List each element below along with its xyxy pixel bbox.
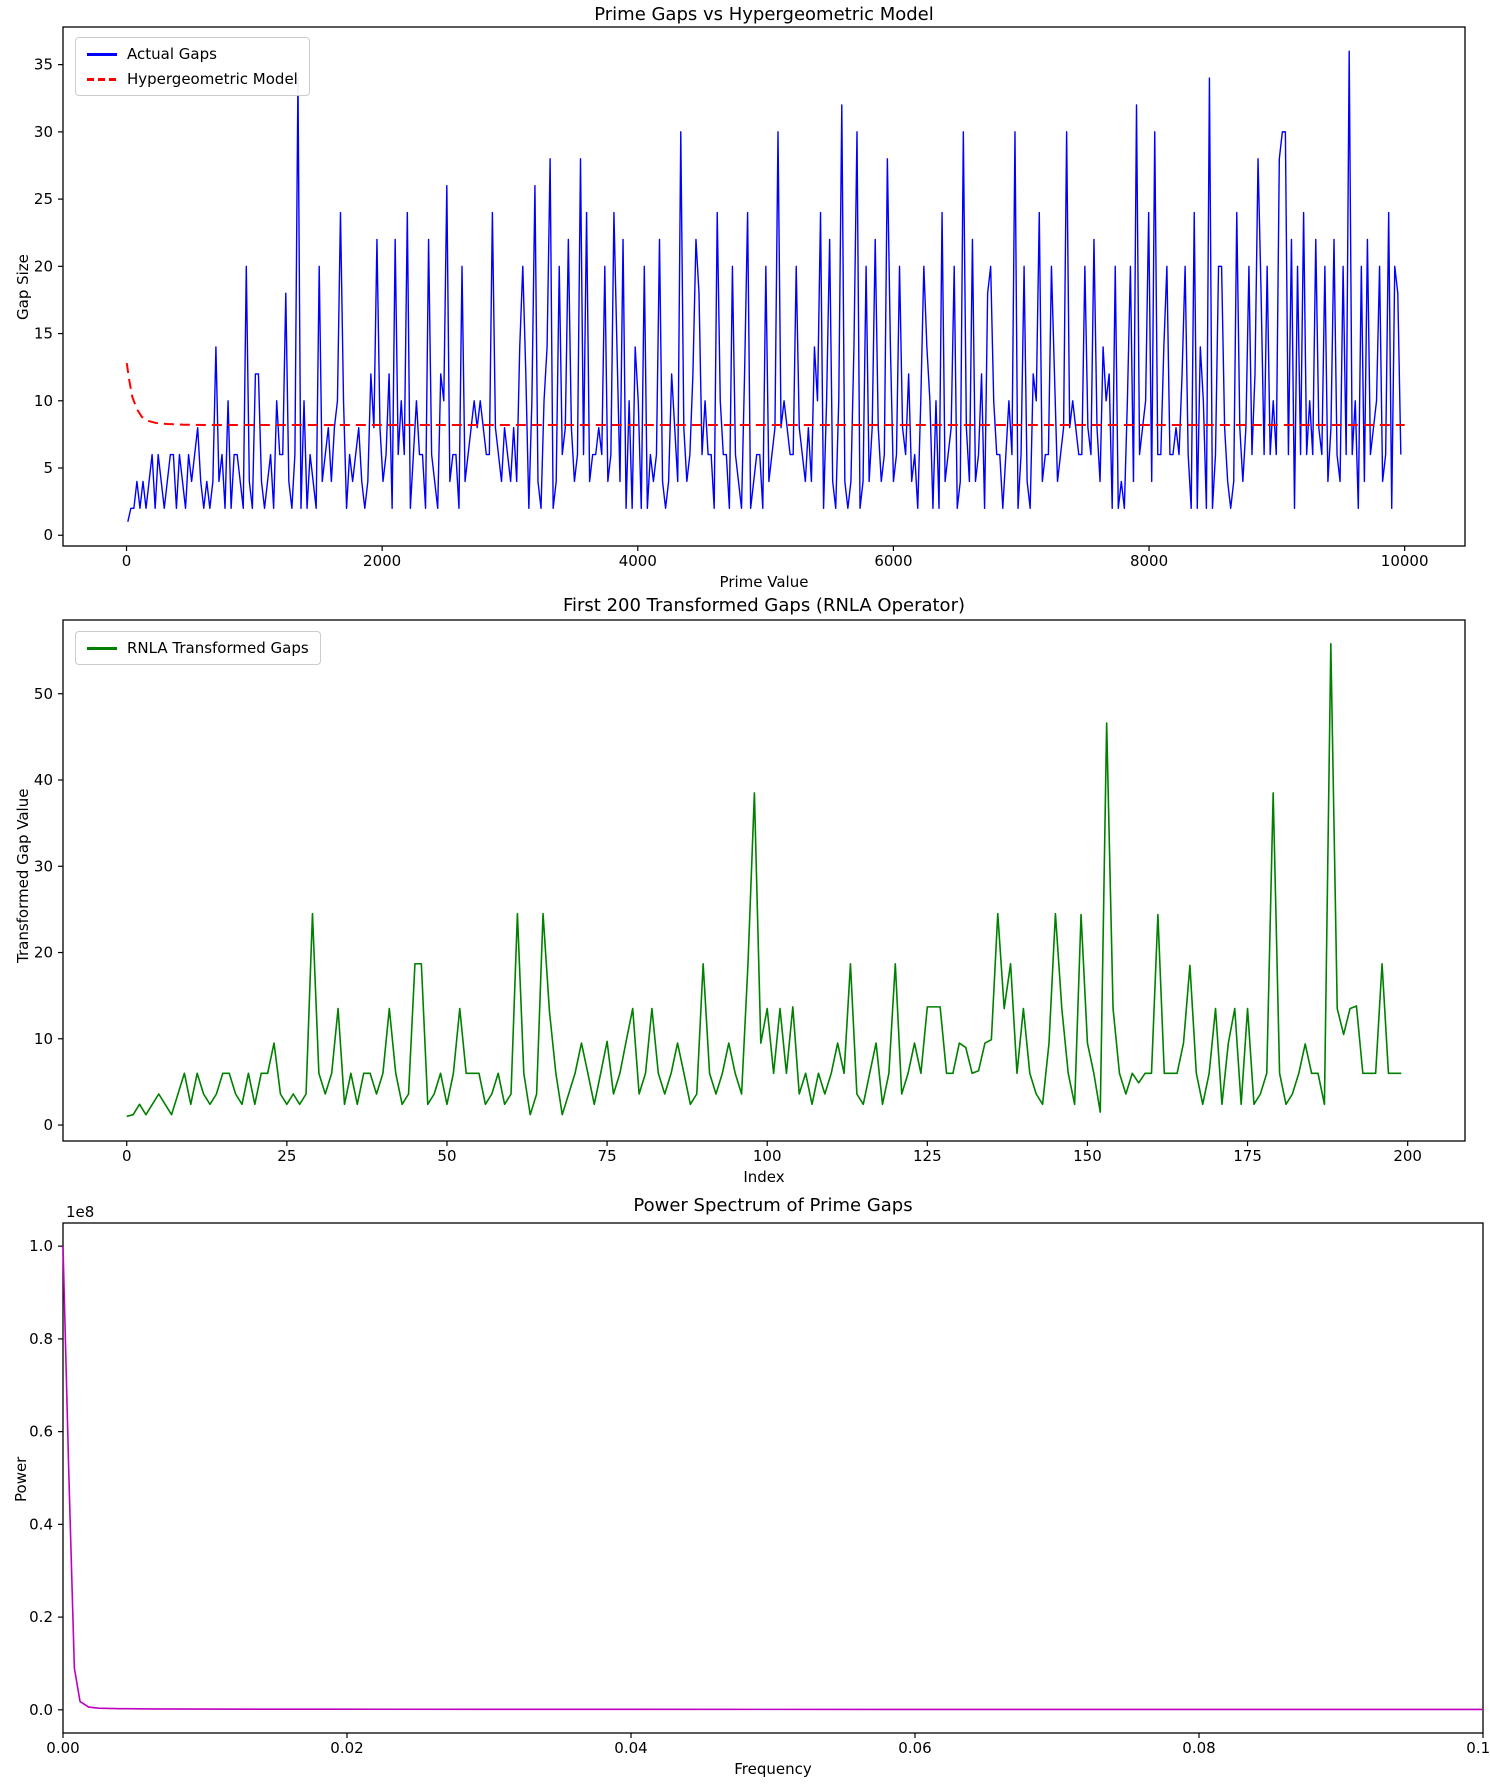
chart2-x-axis-label: Index <box>743 1168 785 1186</box>
legend-label: Actual Gaps <box>127 45 217 63</box>
svg-text:0.4: 0.4 <box>29 1515 53 1533</box>
svg-text:0.06: 0.06 <box>898 1739 931 1757</box>
svg-text:0.02: 0.02 <box>330 1739 363 1757</box>
svg-text:100: 100 <box>753 1147 782 1165</box>
legend-item-rnla-transformed-gaps: RNLA Transformed Gaps <box>87 639 309 657</box>
svg-text:0.04: 0.04 <box>614 1739 647 1757</box>
svg-text:30: 30 <box>34 123 53 141</box>
svg-text:0: 0 <box>122 552 132 570</box>
svg-text:200: 200 <box>1393 1147 1422 1165</box>
svg-text:35: 35 <box>34 56 53 74</box>
svg-text:0: 0 <box>43 1116 53 1134</box>
hypergeometric-model-line <box>125 362 1405 426</box>
y-axis-ticks: 0.0 0.2 0.4 0.6 0.8 1.0 <box>29 1237 63 1719</box>
x-axis-ticks: 0 2000 4000 6000 8000 10000 <box>122 546 1429 570</box>
svg-text:0.08: 0.08 <box>1182 1739 1215 1757</box>
svg-text:8000: 8000 <box>1130 552 1168 570</box>
svg-text:20: 20 <box>34 944 53 962</box>
chart3-title: Power Spectrum of Prime Gaps <box>633 1195 913 1216</box>
svg-text:4000: 4000 <box>619 552 657 570</box>
svg-text:150: 150 <box>1073 1147 1102 1165</box>
chart2-plot-area: 0 25 50 75 100 125 150 175 200 0 10 20 30 40 50 <box>34 619 1466 1165</box>
chart3-y-axis-offset-text: 1e8 <box>66 1203 95 1221</box>
svg-text:40: 40 <box>34 771 53 789</box>
svg-text:10000: 10000 <box>1381 552 1429 570</box>
chart1-x-axis-label: Prime Value <box>719 573 809 591</box>
axes-spines <box>62 619 1466 1142</box>
svg-text:0.2: 0.2 <box>29 1608 53 1626</box>
svg-text:0.10: 0.10 <box>1466 1739 1490 1757</box>
rnla-transformed-gaps-line <box>126 642 1402 1118</box>
chart3-plot-area: 0.00 0.02 0.04 0.06 0.08 0.10 0.0 0.2 0.4 0.6 0.8 1… <box>29 1222 1490 1757</box>
chart1-legend: Actual Gaps Hypergeometric Model <box>75 37 310 96</box>
svg-text:0: 0 <box>122 1147 132 1165</box>
y-axis-ticks: 0 5 10 15 20 25 30 35 <box>34 56 63 544</box>
svg-text:25: 25 <box>34 190 53 208</box>
chart2-legend: RNLA Transformed Gaps <box>75 631 321 665</box>
chart3-y-axis-label: Power <box>12 1456 30 1502</box>
svg-text:6000: 6000 <box>874 552 912 570</box>
hypergeometric-model-line-swatch-icon <box>87 77 117 81</box>
svg-text:125: 125 <box>913 1147 942 1165</box>
rnla-transformed-gaps-line-swatch-icon <box>87 646 117 650</box>
actual-gaps-line-swatch-icon <box>87 52 117 56</box>
svg-text:50: 50 <box>34 685 53 703</box>
svg-text:0.6: 0.6 <box>29 1423 53 1441</box>
x-axis-ticks: 0 25 50 75 100 125 150 175 200 <box>122 1141 1422 1165</box>
svg-text:0.00: 0.00 <box>46 1739 79 1757</box>
svg-text:5: 5 <box>43 459 53 477</box>
chart3-x-axis-label: Frequency <box>734 1760 812 1778</box>
chart2-y-axis-label: Transformed Gap Value <box>14 788 32 963</box>
chart1-y-axis-label: Gap Size <box>14 254 32 320</box>
svg-text:20: 20 <box>34 257 53 275</box>
legend-label: Hypergeometric Model <box>127 70 298 88</box>
svg-text:25: 25 <box>277 1147 296 1165</box>
svg-text:10: 10 <box>34 392 53 410</box>
axes-spines <box>62 1222 1484 1734</box>
legend-label: RNLA Transformed Gaps <box>127 639 309 657</box>
power-spectrum-line <box>62 1246 1484 1711</box>
y-axis-ticks: 0 10 20 30 40 50 <box>34 685 63 1134</box>
svg-text:0.8: 0.8 <box>29 1330 53 1348</box>
svg-text:0: 0 <box>43 526 53 544</box>
svg-text:15: 15 <box>34 325 53 343</box>
svg-text:10: 10 <box>34 1030 53 1048</box>
svg-text:50: 50 <box>437 1147 456 1165</box>
legend-item-hypergeometric-model: Hypergeometric Model <box>87 70 298 88</box>
axes-spines <box>62 26 1466 547</box>
actual-gaps-line <box>127 50 1402 522</box>
chart2-title: First 200 Transformed Gaps (RNLA Operato… <box>562 595 965 616</box>
svg-text:175: 175 <box>1233 1147 1262 1165</box>
svg-text:0.0: 0.0 <box>29 1701 53 1719</box>
chart1-plot-area: 0 2000 4000 6000 8000 10000 0 5 10 15 20 25 30 35 <box>34 26 1466 570</box>
svg-text:2000: 2000 <box>363 552 401 570</box>
svg-text:1.0: 1.0 <box>29 1237 53 1255</box>
svg-text:75: 75 <box>598 1147 617 1165</box>
svg-text:30: 30 <box>34 857 53 875</box>
chart1-title: Prime Gaps vs Hypergeometric Model <box>594 4 934 25</box>
legend-item-actual-gaps: Actual Gaps <box>87 45 298 63</box>
x-axis-ticks: 0.00 0.02 0.04 0.06 0.08 0.10 <box>46 1733 1490 1757</box>
